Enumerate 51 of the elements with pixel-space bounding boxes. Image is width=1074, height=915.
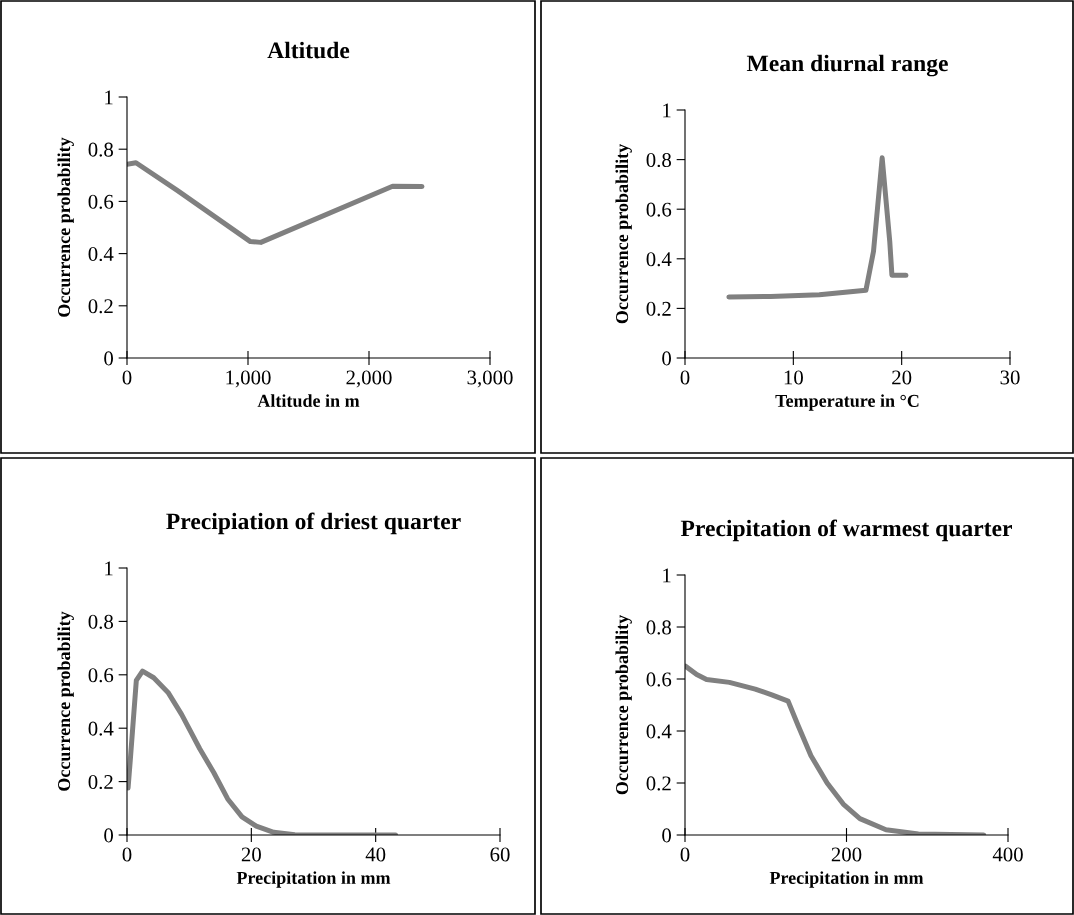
y-tick-label: 0.4: [646, 724, 672, 739]
y-tick-label: 0.6: [646, 672, 672, 687]
x-tick-label: 2,000: [346, 370, 392, 388]
x-tick-label: 400: [992, 847, 1023, 862]
x-tick-label: 0: [680, 847, 690, 862]
y-axis-title: Occurrence probability: [57, 611, 74, 791]
x-tick-label: 10: [784, 370, 803, 385]
y-tick-label: 1: [105, 90, 113, 105]
y-tick-label: 0.2: [88, 299, 113, 314]
chart-title: Precipiation of driest quarter: [166, 512, 461, 535]
y-tick-label: 0: [662, 828, 672, 843]
y-tick-label: 0.4: [88, 721, 114, 736]
y-tick-label: 0.6: [88, 668, 114, 683]
x-axis-title: Altitude in m: [257, 394, 360, 407]
chart-title: Precipitation of warmest quarter: [680, 519, 1012, 542]
x-tick-label: 0: [680, 370, 690, 385]
y-tick-label: 0.2: [88, 774, 113, 790]
y-tick-label: 0.2: [646, 776, 671, 791]
y-tick-label: 0.8: [646, 152, 672, 168]
y-tick-label: 0.4: [646, 252, 672, 267]
y-tick-label: 0.8: [88, 142, 114, 157]
chart-title: Mean diurnal range: [746, 54, 948, 77]
x-tick-label: 60: [490, 847, 510, 862]
y-tick-label: 1: [663, 568, 671, 583]
y-axis-title: Occurrence probability: [57, 137, 74, 317]
y-tick-label: 0: [104, 828, 114, 843]
y-axis-title: Occurrence probability: [615, 143, 632, 324]
y-tick-label: 0: [104, 351, 114, 366]
x-axis-title: Temperature in °C: [775, 394, 919, 411]
chart-title: Altitude: [267, 41, 350, 59]
y-tick-label: 0.8: [88, 614, 114, 629]
x-tick-label: 3,000: [467, 370, 513, 388]
x-tick-label: 30: [1000, 370, 1020, 385]
x-tick-label: 200: [831, 847, 862, 862]
y-tick-label: 0.8: [646, 620, 672, 635]
y-tick-label: 0.6: [88, 194, 114, 209]
x-tick-label: 20: [241, 847, 261, 862]
x-tick-label: 40: [365, 847, 386, 862]
y-tick-label: 1: [105, 561, 113, 576]
x-tick-label: 1,000: [226, 370, 271, 388]
x-axis-title: Precipitation in mm: [236, 871, 391, 888]
y-tick-label: 0: [662, 351, 672, 366]
y-tick-label: 0.4: [88, 246, 114, 262]
y-axis-title: Occurrence probability: [615, 614, 632, 795]
y-tick-label: 1: [663, 103, 671, 118]
x-tick-label: 0: [122, 847, 132, 862]
y-tick-label: 0.6: [646, 202, 672, 217]
x-axis-title: Precipitation in mm: [769, 871, 924, 888]
y-tick-label: 0.2: [646, 301, 671, 316]
x-tick-label: 0: [122, 370, 132, 385]
x-tick-label: 20: [892, 370, 912, 385]
